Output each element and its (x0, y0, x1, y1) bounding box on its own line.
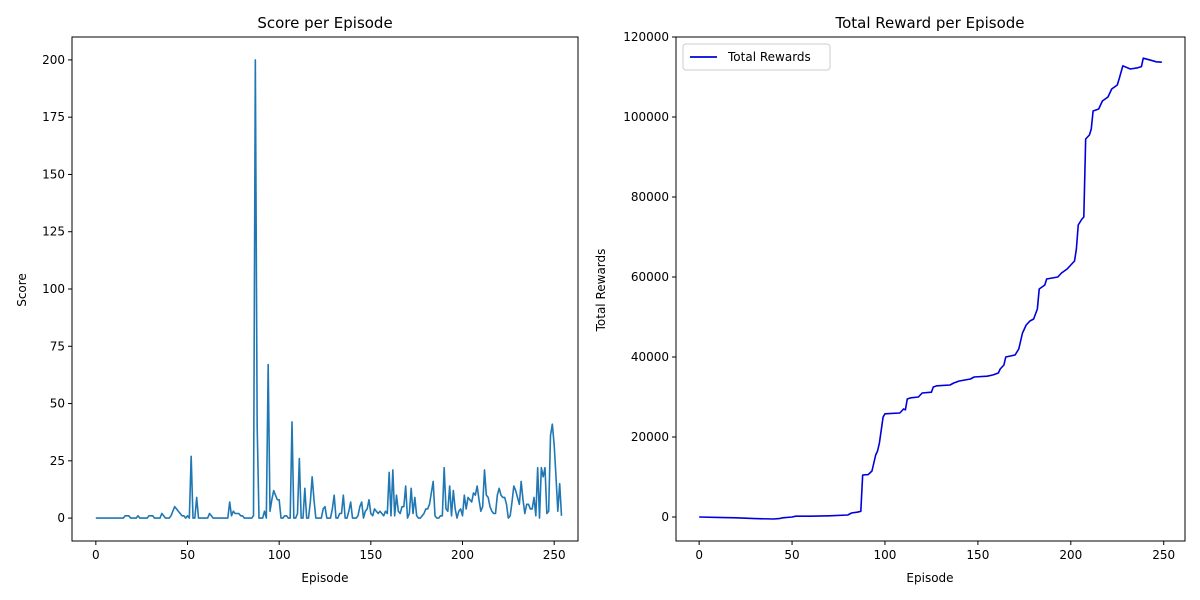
x-tick-label: 100 (874, 548, 897, 562)
x-tick-label: 150 (966, 548, 989, 562)
legend-box (682, 43, 831, 71)
x-tick-label: 0 (695, 548, 703, 562)
x-tick-label: 250 (1152, 548, 1175, 562)
reward-chart-ylabel: Total Rewards (594, 249, 608, 333)
reward-chart: Total Reward per Episode Episode Total R… (594, 14, 1186, 585)
reward-chart-xlabel: Episode (906, 571, 953, 585)
y-tick-label: 200 (42, 53, 65, 67)
x-tick-label: 150 (359, 548, 382, 562)
y-tick-label: 120000 (623, 30, 669, 44)
x-tick-label: 0 (92, 548, 100, 562)
series-line (699, 57, 1162, 520)
y-tick-label: 75 (50, 339, 65, 353)
x-tick-label: 100 (268, 548, 291, 562)
score-chart-xlabel: Episode (301, 571, 348, 585)
y-tick-label: 100 (42, 282, 65, 296)
x-tick-label: 50 (784, 548, 799, 562)
plot-frame (675, 36, 1186, 542)
series-line (95, 59, 563, 519)
plot-frame (71, 36, 579, 542)
y-tick-label: 80000 (631, 190, 669, 204)
reward-chart-title: Total Reward per Episode (834, 14, 1024, 32)
y-tick-label: 0 (661, 510, 669, 524)
y-tick-label: 125 (42, 225, 65, 239)
score-chart-title: Score per Episode (257, 14, 392, 32)
y-tick-label: 100000 (623, 110, 669, 124)
y-tick-label: 150 (42, 167, 65, 181)
score-chart-ylabel: Score (15, 273, 29, 307)
y-tick-label: 60000 (631, 270, 669, 284)
y-tick-label: 20000 (631, 430, 669, 444)
score-chart: Score per Episode Episode Score 0 50 100 15… (15, 14, 579, 585)
y-tick-label: 0 (57, 511, 65, 525)
y-tick-label: 50 (50, 397, 65, 411)
legend-label: Total Rewards (727, 50, 811, 64)
y-tick-label: 40000 (631, 350, 669, 364)
x-tick-label: 200 (1059, 548, 1082, 562)
legend: Total Rewards (682, 43, 831, 71)
x-tick-label: 50 (180, 548, 195, 562)
x-tick-label: 250 (543, 548, 566, 562)
y-tick-label: 25 (50, 454, 65, 468)
y-tick-label: 175 (42, 110, 65, 124)
x-tick-label: 200 (451, 548, 474, 562)
